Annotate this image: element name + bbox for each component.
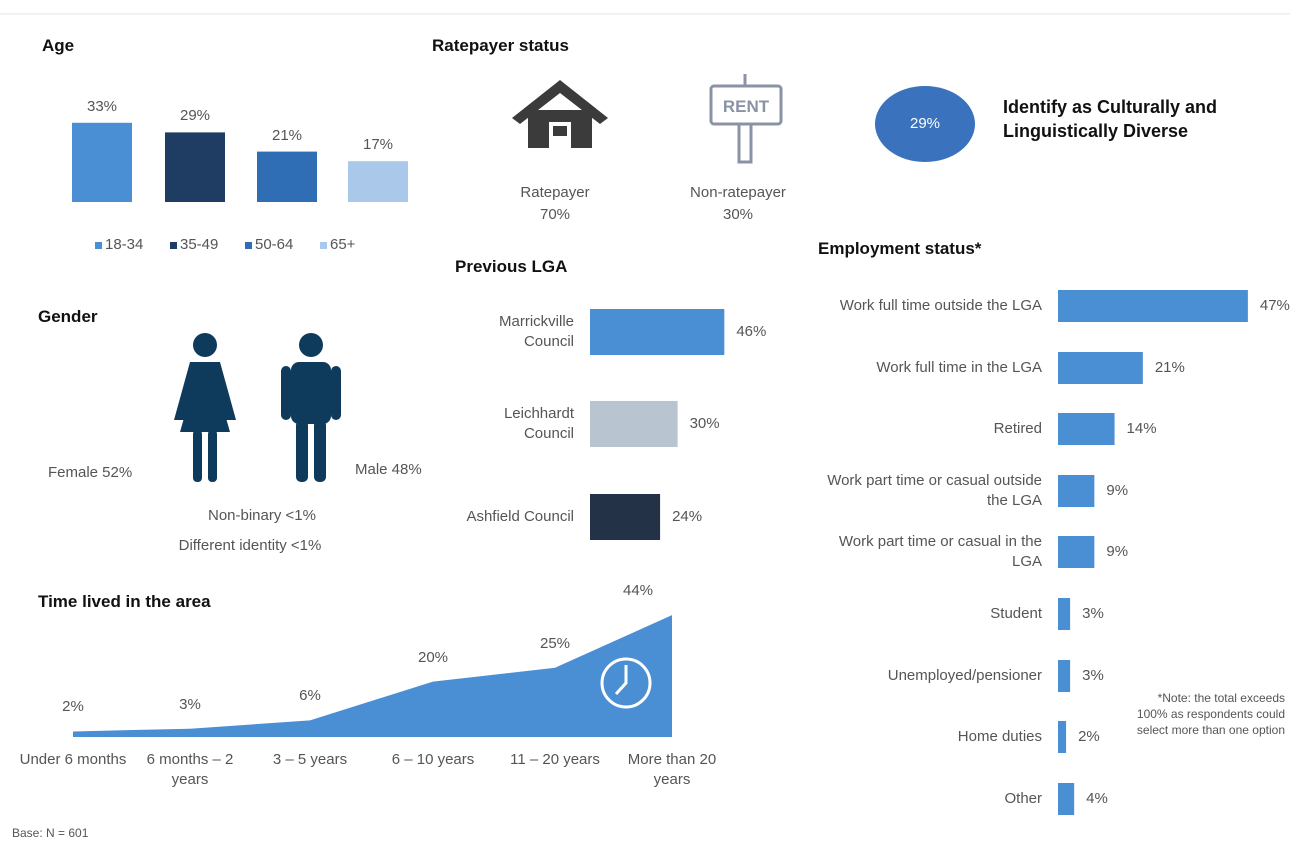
value-label: 2% xyxy=(1078,728,1100,745)
category-label: Work part time or casual outside the LGA xyxy=(827,472,1042,509)
bar xyxy=(1058,475,1095,507)
legend-swatch xyxy=(320,242,327,249)
value-label: 44% xyxy=(622,582,654,600)
category-label: Work full time outside the LGA xyxy=(839,297,1042,314)
category-label: 6 months – 2 years xyxy=(146,751,234,788)
value-label: 47% xyxy=(1259,297,1290,314)
bar xyxy=(1058,290,1248,322)
category-label: Ashfield Council xyxy=(466,508,574,525)
cald-ellipse xyxy=(875,86,975,162)
footnote: *Note: the total exceeds 100% as respond… xyxy=(1136,691,1285,737)
female-icon xyxy=(174,333,236,482)
category-label: Work part time or casual in the LGA xyxy=(838,533,1042,570)
clock-icon xyxy=(600,657,652,709)
value-label: 21% xyxy=(1154,359,1185,376)
base-note: Base: N = 601 xyxy=(12,826,89,840)
value-label: 20% xyxy=(417,648,449,666)
value-label: 29% xyxy=(179,107,211,125)
value-label: 46% xyxy=(736,323,767,340)
gender-label: Female 52% xyxy=(48,464,133,481)
bar xyxy=(1058,598,1071,630)
bar xyxy=(257,151,317,202)
value-label: 33% xyxy=(86,97,118,115)
cald-label: Identify as Culturally and Linguisticall… xyxy=(1003,97,1218,141)
value-label: 6% xyxy=(299,687,321,705)
legend-swatch xyxy=(245,242,252,249)
chart-title: Age xyxy=(42,36,75,55)
legend-swatch xyxy=(95,242,102,249)
bar xyxy=(1058,721,1067,753)
category-label: More than 20 years xyxy=(627,751,717,788)
value-label: 30% xyxy=(689,415,720,432)
value-label: 4% xyxy=(1086,790,1108,807)
clock-hands xyxy=(614,665,628,696)
section-title: Ratepayer status xyxy=(432,36,570,55)
category-label: Under 6 months xyxy=(19,751,127,768)
section-title: Gender xyxy=(38,307,98,326)
category-label: Unemployed/pensioner xyxy=(887,667,1042,684)
bar xyxy=(1058,536,1095,568)
value-label: 2% xyxy=(62,698,84,716)
cald-value: 29% xyxy=(909,115,941,132)
gender-label: Different identity <1% xyxy=(178,537,322,554)
value-label: 14% xyxy=(1126,420,1157,437)
gender-label: Non-binary <1% xyxy=(208,507,316,524)
value-label: 3% xyxy=(1082,605,1104,622)
legend-label: 50-64 xyxy=(255,236,294,253)
value-label: 21% xyxy=(271,126,303,144)
house-icon xyxy=(512,80,608,148)
value-label: 17% xyxy=(362,136,394,154)
bar xyxy=(165,132,225,202)
bar xyxy=(1058,783,1075,815)
rent-sign-icon xyxy=(709,74,783,164)
male-icon xyxy=(281,333,341,482)
bar xyxy=(1058,413,1115,445)
bar xyxy=(348,161,408,202)
chart-title: Employment status* xyxy=(818,239,982,258)
bar xyxy=(590,401,678,447)
bar xyxy=(1058,660,1071,692)
legend-label: 18-34 xyxy=(105,236,144,253)
bar xyxy=(72,122,132,202)
category-label: 3 – 5 years xyxy=(272,751,348,768)
category-label: Other xyxy=(1004,790,1042,807)
value-label: 24% xyxy=(672,508,703,525)
category-label: Marrickville Council xyxy=(499,313,574,350)
ratepayer-value: 30% xyxy=(722,206,754,223)
legend-label: 35-49 xyxy=(180,236,219,253)
category-label: Work full time in the LGA xyxy=(876,359,1042,376)
rent-sign-text: RENT xyxy=(723,97,770,116)
category-label: Home duties xyxy=(957,728,1042,745)
ratepayer-value: 70% xyxy=(539,206,571,223)
bar xyxy=(590,309,725,355)
value-label: 3% xyxy=(179,695,201,713)
bar xyxy=(590,494,661,540)
chart-title: Previous LGA xyxy=(455,257,568,276)
legend-label: 65+ xyxy=(330,236,356,253)
category-label: 11 – 20 years xyxy=(510,751,600,768)
ratepayer-label: Non-ratepayer xyxy=(690,184,786,201)
chart-title: Time lived in the area xyxy=(38,592,211,611)
bar xyxy=(1058,352,1143,384)
ratepayer-label: Ratepayer xyxy=(520,184,590,201)
value-label: 3% xyxy=(1082,667,1104,684)
gender-label: Male 48% xyxy=(355,461,422,478)
category-label: Student xyxy=(990,605,1042,622)
value-label: 25% xyxy=(539,634,571,652)
value-label: 9% xyxy=(1106,543,1129,560)
area xyxy=(73,615,672,737)
category-label: Leichhardt Council xyxy=(503,405,574,442)
category-label: 6 – 10 years xyxy=(391,751,475,768)
value-label: 9% xyxy=(1106,482,1129,499)
legend-swatch xyxy=(170,242,177,249)
category-label: Retired xyxy=(993,420,1042,437)
